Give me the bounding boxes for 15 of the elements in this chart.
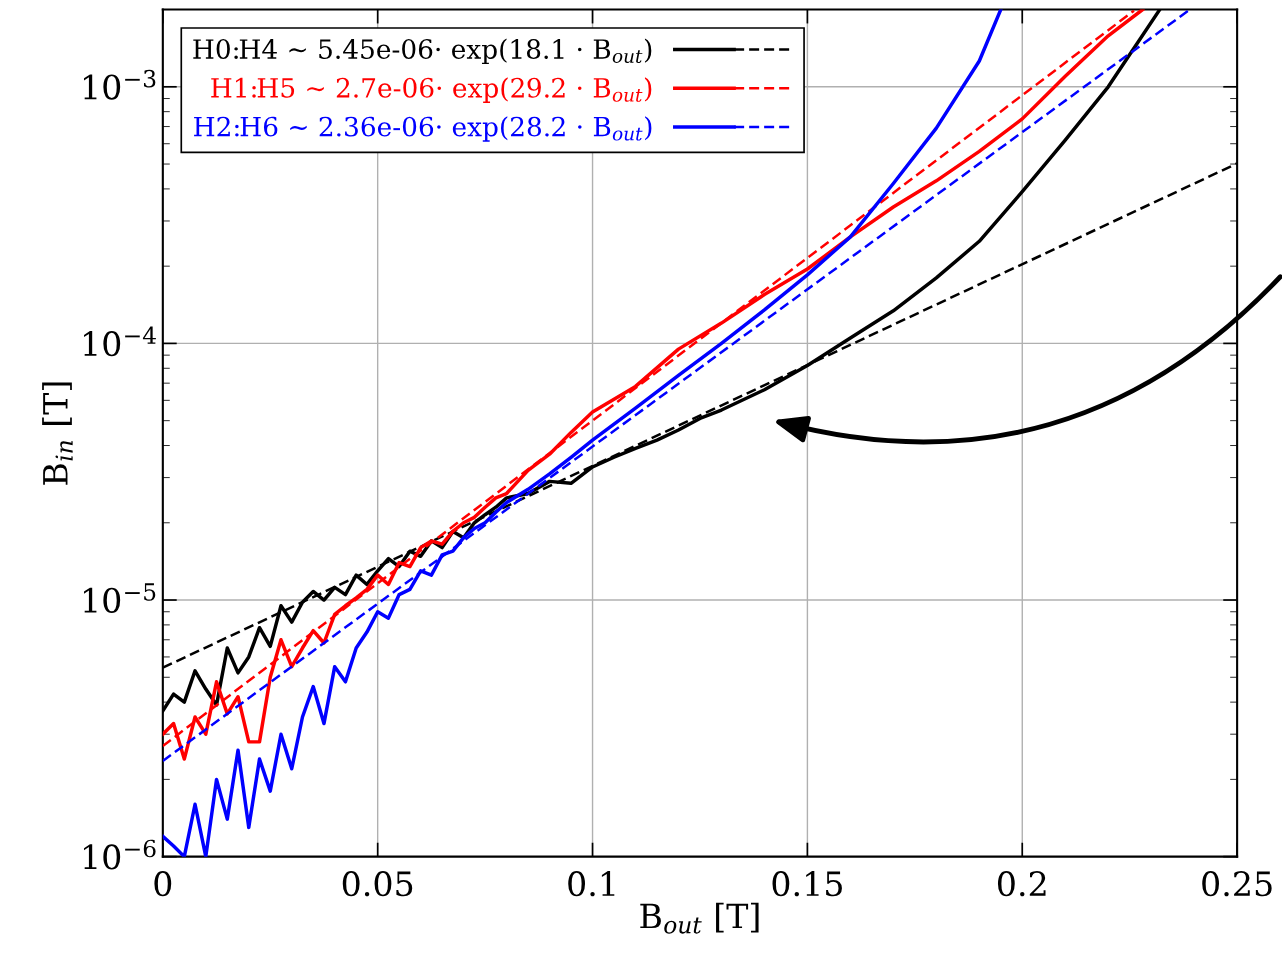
y-tick-label: 10$^{−3}$ (84, 69, 156, 100)
legend-label: H2:H6 ∼ 2.36e-06· exp(28.2 · B$_{out}$) (194, 116, 652, 142)
x-tick-label: 0.05 (342, 871, 413, 897)
y-axis-title: B$_{in}$ [T] (42, 382, 73, 485)
x-tick-label: 0.25 (1202, 871, 1272, 897)
x-tick-label: 0.1 (568, 871, 615, 897)
x-tick-label: 0 (154, 871, 172, 897)
x-tick-label: 0.15 (772, 871, 842, 897)
y-tick-label: 10$^{−6}$ (84, 839, 156, 870)
x-axis-title: B$_{out}$ [T] (640, 902, 759, 934)
x-tick-label: 0.2 (997, 871, 1046, 897)
legend-label: H1:H5 ∼ 2.7e-06· exp(29.2 · B$_{out}$) (211, 77, 652, 103)
y-tick-label: 10$^{−4}$ (84, 326, 156, 357)
y-tick-label: 10$^{−5}$ (84, 583, 156, 613)
legend-label: H0:H4 ∼ 5.45e-06· exp(18.1 · B$_{out}$) (193, 38, 652, 65)
